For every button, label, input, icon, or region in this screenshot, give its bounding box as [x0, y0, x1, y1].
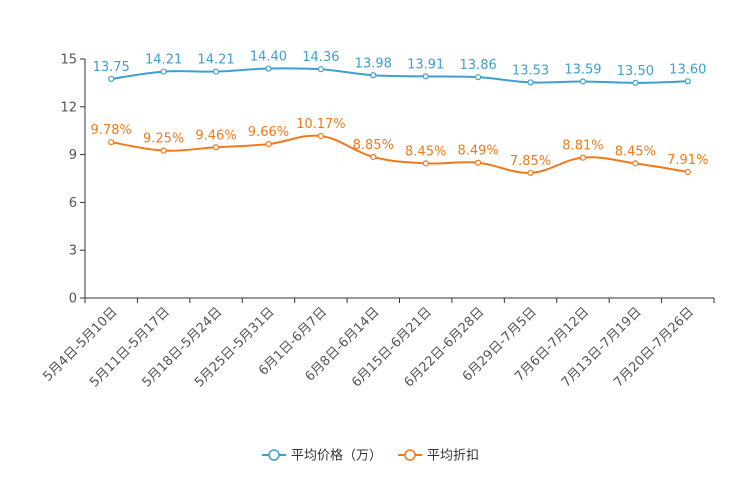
legend-marker-icon: [404, 449, 416, 461]
data-label: 14.21: [197, 53, 234, 68]
data-label: 13.98: [355, 56, 392, 71]
data-point: [370, 72, 377, 79]
data-point: [527, 79, 534, 86]
data-point: [684, 78, 691, 85]
data-label: 13.60: [669, 62, 706, 77]
series-0: 13.75 14.21 14.21 14.40 14.36 13.98 13.91 13.86…: [93, 50, 706, 87]
legend: 平均价格（万） 平均折扣: [262, 448, 479, 464]
data-label: 8.45%: [615, 144, 656, 159]
data-point: [108, 139, 115, 146]
data-label: 9.25%: [143, 132, 184, 147]
series-line: [111, 67, 688, 84]
data-point: [475, 74, 482, 81]
legend-marker-icon: [268, 449, 280, 461]
y-tick-label: 9: [69, 148, 77, 163]
data-label: 10.17%: [296, 117, 346, 132]
y-tick-label: 0: [69, 292, 77, 307]
data-point: [160, 68, 167, 75]
data-point: [579, 154, 587, 161]
data-label: 9.46%: [195, 128, 236, 143]
series-line: [111, 134, 688, 174]
data-label: 13.75: [93, 60, 130, 75]
data-point: [265, 140, 272, 148]
data-point: [317, 66, 324, 73]
data-label: 13.53: [512, 63, 549, 78]
data-label: 13.86: [460, 58, 497, 73]
data-label: 8.49%: [457, 144, 498, 159]
data-label: 9.78%: [91, 123, 132, 138]
data-point: [632, 79, 639, 87]
data-label: 9.66%: [248, 125, 289, 140]
data-point: [632, 160, 639, 167]
data-point: [212, 68, 220, 75]
data-point: [370, 153, 377, 161]
y-tick-label: 12: [60, 100, 77, 115]
data-point: [265, 65, 272, 72]
data-label: 8.85%: [353, 138, 394, 153]
data-point: [684, 168, 691, 176]
data-point: [317, 132, 324, 140]
data-point: [212, 144, 220, 151]
y-tick-label: 3: [69, 244, 77, 259]
legend-label: 平均价格（万）: [291, 448, 382, 464]
legend-label: 平均折扣: [427, 449, 479, 464]
y-axis: 0 3 6 9 12 15: [60, 53, 86, 307]
data-label: 8.45%: [405, 144, 446, 159]
data-label: 13.50: [617, 64, 654, 79]
data-point: [422, 73, 429, 80]
data-point: [527, 169, 534, 177]
data-point: [108, 75, 115, 83]
series-layer: 13.75 14.21 14.21 14.40 14.36 13.98 13.91 13.86…: [91, 50, 708, 177]
data-label: 13.59: [564, 62, 601, 77]
y-tick-label: 6: [69, 196, 77, 211]
data-point: [579, 78, 587, 85]
data-label: 7.91%: [667, 153, 708, 168]
data-label: 8.81%: [562, 139, 603, 154]
legend-item-0[interactable]: 平均价格（万）: [262, 448, 382, 464]
data-label: 14.40: [250, 50, 287, 65]
legend-item-1[interactable]: 平均折扣: [398, 449, 479, 464]
x-axis: 5月4日-5月10日5月11日-5月17日5月18日-5月24日5月25日-5月…: [41, 297, 715, 390]
data-point: [160, 147, 167, 154]
data-label: 7.85%: [510, 154, 551, 169]
data-label: 14.21: [145, 53, 182, 68]
data-point: [475, 159, 482, 166]
series-1: 9.78% 9.25% 9.46% 9.66% 10.17% 8.85% 8.45% 8.49…: [91, 117, 708, 177]
data-label: 14.36: [302, 50, 339, 65]
data-label: 13.91: [407, 57, 444, 72]
y-tick-label: 15: [60, 53, 77, 68]
data-point: [422, 160, 429, 167]
